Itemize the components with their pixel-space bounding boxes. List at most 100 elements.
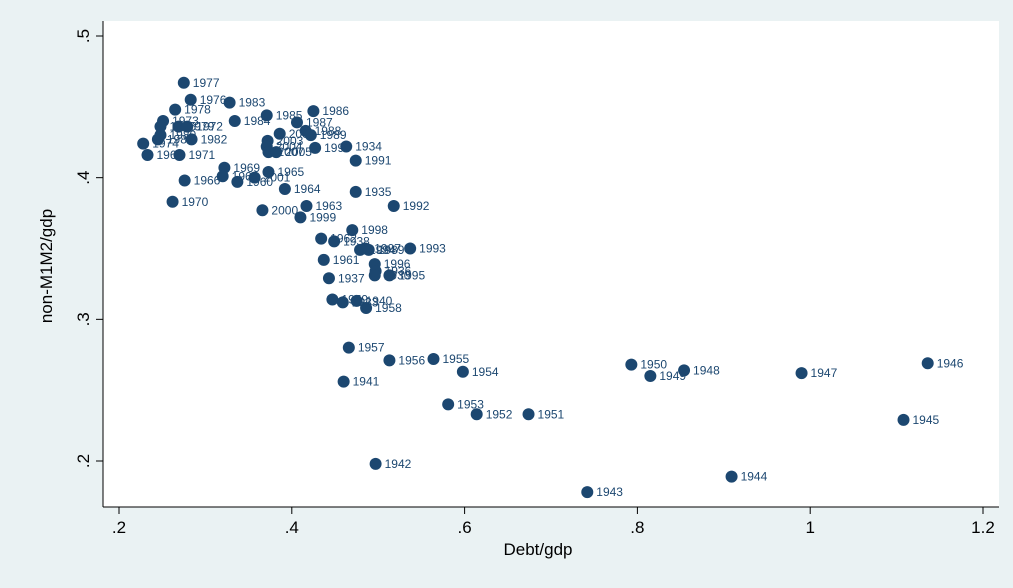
point-marker — [317, 253, 330, 266]
data-point: 1993 — [404, 242, 446, 256]
data-point: 1952 — [470, 407, 513, 421]
point-label: 1954 — [472, 365, 499, 379]
data-point: 1991 — [349, 154, 392, 168]
point-marker — [177, 76, 190, 89]
data-point: 1974 — [137, 137, 179, 151]
data-point: 1935 — [349, 185, 392, 199]
data-point: 1937 — [322, 271, 365, 285]
data-point: 1934 — [340, 140, 382, 154]
point-label: 1951 — [538, 407, 565, 421]
point-marker — [172, 120, 185, 133]
point-marker — [404, 242, 417, 255]
data-point: 1933 — [336, 295, 379, 309]
point-marker — [442, 398, 455, 411]
point-label: 1964 — [294, 182, 321, 196]
point-marker — [383, 269, 396, 282]
data-point: 1947 — [795, 366, 838, 380]
point-label: 2004 — [276, 140, 303, 154]
data-point: 1970 — [166, 195, 209, 209]
point-label: 1956 — [398, 353, 425, 367]
data-point: 1987 — [290, 115, 333, 129]
point-label: 1950 — [640, 358, 667, 372]
point-marker — [368, 269, 381, 282]
point-marker — [184, 93, 197, 106]
point-label: 1958 — [375, 301, 402, 315]
point-label: 1995 — [398, 268, 425, 282]
point-marker — [216, 170, 229, 183]
point-label: 1935 — [365, 185, 392, 199]
point-marker — [151, 133, 164, 146]
data-point: 1994 — [354, 243, 396, 257]
point-label: 1957 — [358, 341, 385, 355]
data-point: 1957 — [342, 341, 385, 355]
y-tick-label: .5 — [74, 29, 93, 43]
data-point: 1945 — [897, 413, 940, 427]
point-marker — [304, 129, 317, 142]
data-point: 1954 — [456, 365, 499, 379]
point-marker — [342, 341, 355, 354]
point-label: 1987 — [306, 115, 333, 129]
y-axis-label: non-M1M2/gdp — [37, 209, 56, 323]
point-marker — [340, 140, 353, 153]
point-label: 1991 — [365, 154, 392, 168]
point-label: 1965 — [277, 165, 304, 179]
point-marker — [337, 375, 350, 388]
data-point: 1972 — [181, 120, 223, 134]
data-point: 1999 — [294, 210, 336, 224]
point-marker — [328, 235, 341, 248]
point-label: 1963 — [315, 199, 342, 213]
point-marker — [228, 115, 241, 127]
point-marker — [307, 105, 320, 118]
point-marker — [360, 302, 373, 314]
point-label: 1983 — [239, 96, 266, 110]
data-point: 1992 — [387, 199, 430, 213]
point-label: 2000 — [271, 203, 298, 217]
point-marker — [427, 353, 440, 365]
point-label: 2001 — [264, 171, 291, 185]
point-label: 1972 — [196, 120, 223, 134]
point-marker — [256, 204, 269, 217]
point-marker — [141, 149, 154, 161]
point-label: 1996 — [384, 257, 411, 271]
data-point: 1964 — [278, 182, 321, 196]
point-marker — [336, 296, 349, 309]
x-tick-label: .8 — [630, 518, 644, 537]
point-marker — [346, 224, 359, 237]
data-point: 1960 — [231, 175, 273, 189]
point-label: 1976 — [200, 93, 227, 107]
data-point: 1976 — [184, 93, 227, 107]
point-marker — [349, 185, 362, 198]
point-marker — [383, 354, 396, 367]
point-label: 1937 — [338, 271, 365, 285]
point-label: 1961 — [333, 253, 360, 267]
data-point: 1978 — [169, 103, 211, 117]
point-marker — [185, 133, 198, 146]
point-label: 2007 — [277, 145, 304, 159]
point-marker — [322, 272, 335, 285]
point-marker — [678, 364, 691, 377]
point-label: 1955 — [442, 352, 469, 366]
y-tick-label: .3 — [74, 312, 93, 326]
point-label: 1944 — [741, 470, 768, 484]
data-point: 1966 — [178, 174, 221, 188]
x-axis: .2 .4 .6 .8 1 1.2 — [103, 506, 999, 537]
data-point: 1958 — [360, 301, 402, 315]
data-point: 1979 — [172, 120, 215, 134]
point-marker — [173, 149, 186, 161]
point-marker — [897, 413, 910, 426]
x-tick-label: 1.2 — [971, 518, 995, 537]
point-marker — [231, 175, 244, 188]
point-marker — [354, 243, 367, 256]
point-marker — [315, 232, 328, 245]
point-marker — [169, 103, 182, 116]
point-label: 1945 — [913, 413, 940, 427]
data-point: 1939 — [362, 243, 405, 257]
data-point: 1965 — [262, 165, 304, 179]
data-point: 1961 — [317, 253, 360, 267]
point-marker — [278, 183, 291, 195]
point-label: 1994 — [369, 243, 396, 257]
point-marker — [387, 200, 400, 212]
point-marker — [349, 154, 362, 167]
point-marker — [456, 365, 469, 378]
